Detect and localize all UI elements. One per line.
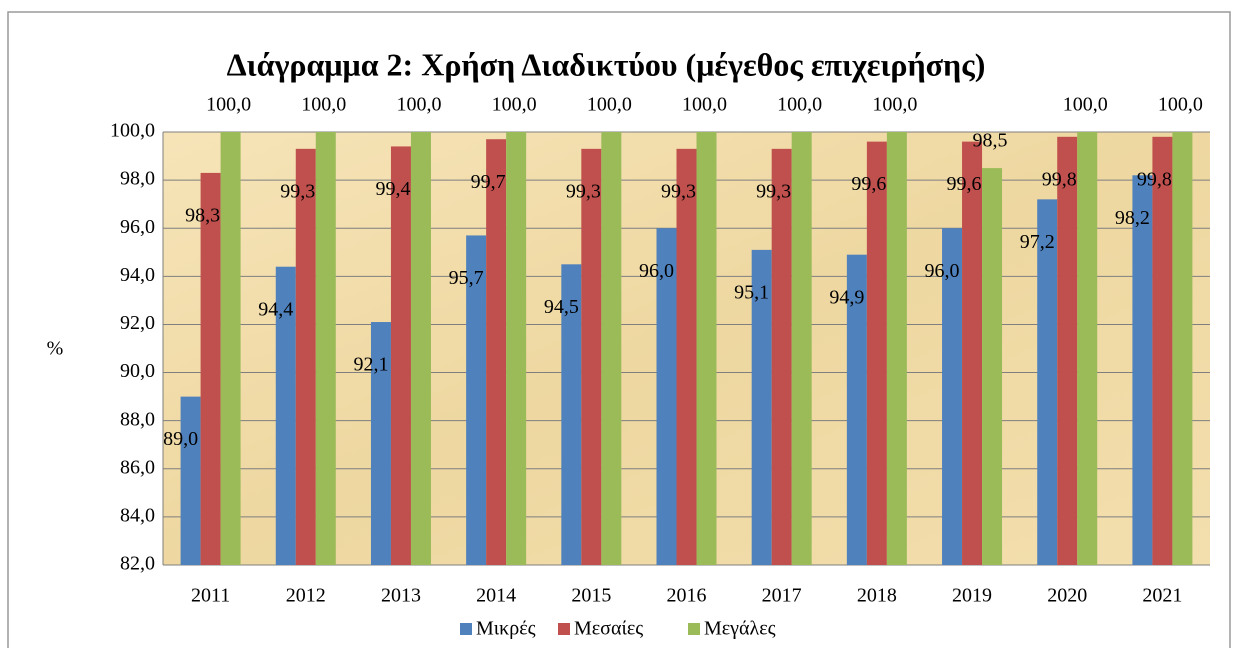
bar <box>200 172 221 565</box>
x-tick-label: 2017 <box>762 585 802 607</box>
value-label: 92,1 <box>353 354 388 376</box>
value-label: 100,0 <box>492 94 537 116</box>
value-label: 100,0 <box>682 94 727 116</box>
x-tick-label: 2019 <box>952 585 992 607</box>
value-label: 89,0 <box>163 428 198 450</box>
value-label: 100,0 <box>1158 94 1203 116</box>
value-label: 96,0 <box>639 260 674 282</box>
value-label: 99,3 <box>280 180 315 202</box>
value-label: 100,0 <box>206 94 251 116</box>
value-label: 98,5 <box>973 130 1008 152</box>
y-tick-label: 90,0 <box>120 360 155 382</box>
value-label: 99,8 <box>1137 168 1172 190</box>
value-label: 95,7 <box>449 267 484 289</box>
bar <box>846 254 867 565</box>
legend-swatch <box>688 623 700 635</box>
y-tick-label: 92,0 <box>120 312 155 334</box>
bar <box>1037 199 1058 565</box>
y-tick-label: 84,0 <box>120 504 155 526</box>
value-label: 99,4 <box>375 178 410 200</box>
value-label: 100,0 <box>301 94 346 116</box>
bar <box>581 148 602 566</box>
chart-title: Διάγραμμα 2: Χρήση Διαδικτύου (μέγεθος ε… <box>227 46 986 82</box>
bar <box>696 132 717 565</box>
value-label: 99,6 <box>947 173 982 195</box>
value-label: 100,0 <box>777 94 822 116</box>
bar <box>791 132 812 565</box>
y-tick-label: 86,0 <box>120 456 155 478</box>
bar <box>1077 132 1098 565</box>
x-tick-label: 2015 <box>571 585 611 607</box>
y-axis-label: % <box>47 338 64 360</box>
bar <box>390 146 411 565</box>
bar <box>676 148 697 566</box>
y-tick-label: 98,0 <box>120 168 155 190</box>
value-label: 100,0 <box>1063 94 1108 116</box>
value-label: 97,2 <box>1020 231 1055 253</box>
value-label: 99,6 <box>851 173 886 195</box>
value-label: 94,4 <box>258 298 293 320</box>
bar <box>1057 136 1078 566</box>
bar <box>962 141 983 565</box>
value-label: 100,0 <box>872 94 917 116</box>
bar <box>275 266 296 565</box>
value-label: 99,3 <box>566 180 601 202</box>
x-tick-label: 2012 <box>286 585 326 607</box>
value-label: 99,7 <box>471 171 506 193</box>
bar <box>180 396 201 565</box>
bar <box>295 148 316 566</box>
bar <box>466 235 487 565</box>
legend-label: Μικρές <box>476 618 536 640</box>
bar <box>486 139 507 565</box>
legend-swatch <box>460 623 472 635</box>
x-tick-label: 2014 <box>476 585 516 607</box>
y-tick-label: 100,0 <box>110 120 155 142</box>
value-label: 99,8 <box>1042 168 1077 190</box>
legend-label: Μεσαίες <box>574 618 643 640</box>
value-label: 96,0 <box>925 260 960 282</box>
bar <box>771 148 792 566</box>
y-tick-label: 88,0 <box>120 408 155 430</box>
bar <box>982 168 1003 566</box>
x-tick-label: 2018 <box>857 585 897 607</box>
bar <box>1152 136 1173 566</box>
y-tick-label: 82,0 <box>120 553 155 575</box>
value-label: 94,9 <box>829 286 864 308</box>
x-tick-label: 2020 <box>1047 585 1087 607</box>
value-label: 95,1 <box>734 281 769 303</box>
value-label: 100,0 <box>396 94 441 116</box>
bar <box>942 228 963 565</box>
bar <box>561 264 582 565</box>
bar <box>751 249 772 565</box>
value-label: 99,3 <box>756 180 791 202</box>
bar <box>315 132 336 565</box>
bar <box>1172 132 1193 565</box>
bar <box>370 322 391 565</box>
x-tick-label: 2016 <box>667 585 707 607</box>
bar <box>410 132 431 565</box>
bar <box>220 132 241 565</box>
legend-label: Μεγάλες <box>704 618 776 640</box>
bar <box>866 141 887 565</box>
y-tick-label: 96,0 <box>120 216 155 238</box>
value-label: 99,3 <box>661 180 696 202</box>
value-label: 98,3 <box>185 204 220 226</box>
value-label: 100,0 <box>587 94 632 116</box>
x-tick-label: 2013 <box>381 585 421 607</box>
bar <box>656 228 677 565</box>
legend-swatch <box>558 623 570 635</box>
bar <box>1132 175 1153 566</box>
x-tick-label: 2011 <box>191 585 230 607</box>
bar <box>886 132 907 565</box>
value-label: 94,5 <box>544 296 579 318</box>
bar <box>601 132 622 565</box>
value-label: 98,2 <box>1115 207 1150 229</box>
bar <box>506 132 527 565</box>
x-tick-label: 2021 <box>1142 585 1182 607</box>
y-tick-label: 94,0 <box>120 264 155 286</box>
